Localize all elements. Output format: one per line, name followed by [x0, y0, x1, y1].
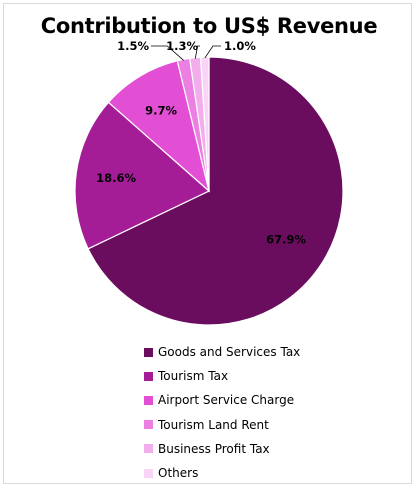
data-label-tourism-land-rent: 1.5% [117, 39, 149, 53]
legend-label: Others [158, 466, 199, 481]
leader-line-tourism-land-rent [151, 45, 184, 61]
legend-item-airport-service-charge: Airport Service Charge [144, 388, 300, 412]
data-label-others: 1.0% [224, 39, 256, 53]
pie-slice-others [199, 56, 210, 192]
leader-lines [151, 45, 221, 61]
legend-label: Business Profit Tax [158, 441, 270, 456]
pie-slice-tourism-tax [74, 101, 211, 250]
legend-item-tourism-tax: Tourism Tax [144, 364, 300, 388]
pie-chart: 67.9% 18.6% 9.7% 1.5% 1.3% 1.0% [74, 39, 344, 326]
legend-swatch [144, 420, 153, 430]
legend-label: Tourism Land Rent [158, 417, 269, 432]
data-label-tourism-tax: 18.6% [96, 171, 136, 185]
legend-item-others: Others [144, 461, 300, 485]
pie-slices [74, 56, 344, 326]
data-label-gst: 67.9% [266, 233, 306, 247]
chart-title: Contribution to US$ Revenue [40, 14, 378, 38]
data-labels: 67.9% 18.6% 9.7% 1.5% 1.3% 1.0% [96, 39, 306, 247]
data-label-airport-service-charge: 9.7% [145, 103, 177, 117]
legend-swatch [144, 347, 153, 357]
legend-item-gst: Goods and Services Tax [144, 340, 300, 364]
legend-swatch [144, 395, 153, 405]
pie-slice-airport-service-charge [107, 60, 211, 193]
leader-line-others [204, 45, 221, 59]
data-label-business-profit-tax: 1.3% [166, 39, 198, 53]
legend-swatch [144, 468, 153, 478]
legend-label: Tourism Tax [158, 369, 229, 384]
legend-item-business-profit-tax: Business Profit Tax [144, 437, 300, 461]
leader-line-business-profit-tax [194, 45, 200, 59]
legend-swatch [144, 444, 153, 454]
legend-swatch [144, 371, 153, 381]
legend: Goods and Services Tax Tourism Tax Airport… [144, 340, 300, 485]
legend-label: Goods and Services Tax [158, 345, 301, 360]
legend-label: Airport Service Charge [158, 393, 295, 408]
pie-slice-gst [87, 56, 344, 326]
legend-item-tourism-land-rent: Tourism Land Rent [144, 413, 300, 437]
